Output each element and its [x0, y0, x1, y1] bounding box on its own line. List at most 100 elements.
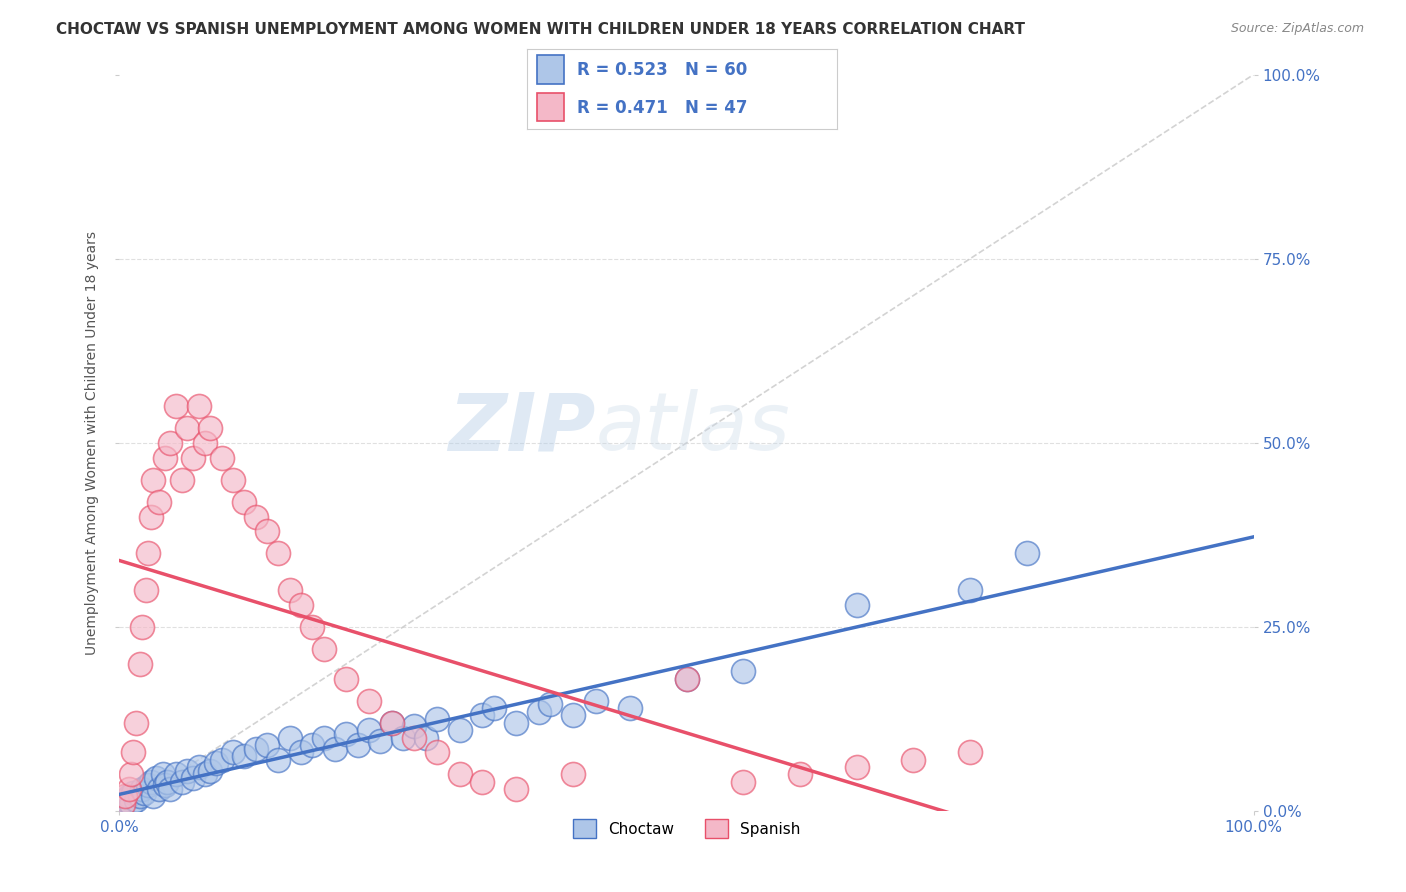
Point — [471, 708, 494, 723]
Point — [135, 583, 157, 598]
Point — [256, 738, 278, 752]
Point — [156, 774, 179, 789]
Point — [187, 399, 209, 413]
Legend: Choctaw, Spanish: Choctaw, Spanish — [567, 814, 806, 844]
Point — [111, 797, 134, 811]
Point — [159, 435, 181, 450]
Point — [619, 701, 641, 715]
Point — [245, 741, 267, 756]
Text: Source: ZipAtlas.com: Source: ZipAtlas.com — [1230, 22, 1364, 36]
Point — [312, 642, 335, 657]
Point — [176, 421, 198, 435]
Point — [181, 771, 204, 785]
Point — [233, 495, 256, 509]
Point — [733, 664, 755, 678]
Point — [198, 764, 221, 778]
Point — [845, 598, 868, 612]
Point — [142, 473, 165, 487]
Point — [153, 778, 176, 792]
Y-axis label: Unemployment Among Women with Children Under 18 years: Unemployment Among Women with Children U… — [86, 231, 100, 655]
Point — [335, 727, 357, 741]
Point — [482, 701, 505, 715]
Point — [267, 546, 290, 560]
Point — [733, 774, 755, 789]
Point — [211, 753, 233, 767]
Point — [789, 767, 811, 781]
Point — [562, 708, 585, 723]
Point — [426, 745, 449, 759]
Point — [346, 738, 368, 752]
Point — [538, 698, 561, 712]
Point — [233, 748, 256, 763]
Point — [301, 738, 323, 752]
Point — [145, 771, 167, 785]
Point — [170, 774, 193, 789]
Point — [131, 782, 153, 797]
Point — [357, 723, 380, 738]
Point — [136, 778, 159, 792]
Point — [471, 774, 494, 789]
Point — [278, 583, 301, 598]
Point — [562, 767, 585, 781]
Text: R = 0.471   N = 47: R = 0.471 N = 47 — [576, 99, 747, 117]
Point — [125, 715, 148, 730]
Point — [117, 789, 139, 804]
Point — [959, 583, 981, 598]
Point — [159, 782, 181, 797]
Bar — [537, 55, 564, 84]
Point — [222, 745, 245, 759]
Point — [128, 789, 150, 804]
Point — [505, 782, 527, 797]
Point — [193, 767, 215, 781]
Point — [153, 450, 176, 465]
Point — [426, 712, 449, 726]
Point — [136, 546, 159, 560]
Text: R = 0.523   N = 60: R = 0.523 N = 60 — [576, 61, 747, 78]
Point — [122, 786, 145, 800]
Point — [120, 767, 142, 781]
Point — [278, 731, 301, 745]
Point — [114, 793, 136, 807]
Point — [205, 756, 228, 771]
Point — [245, 509, 267, 524]
Point — [959, 745, 981, 759]
Point — [111, 797, 134, 811]
Point — [148, 495, 170, 509]
Point — [142, 789, 165, 804]
Point — [368, 734, 391, 748]
Point — [505, 715, 527, 730]
Text: ZIP: ZIP — [449, 389, 596, 467]
Point — [1015, 546, 1038, 560]
Point — [675, 672, 697, 686]
Point — [449, 767, 471, 781]
Point — [181, 450, 204, 465]
Point — [117, 782, 139, 797]
Point — [290, 745, 312, 759]
Point — [148, 782, 170, 797]
Point — [404, 731, 426, 745]
Point — [527, 705, 550, 719]
Point — [415, 731, 437, 745]
Point — [165, 399, 187, 413]
Point — [198, 421, 221, 435]
Point — [404, 719, 426, 733]
Point — [120, 797, 142, 811]
Point — [312, 731, 335, 745]
Point — [323, 741, 346, 756]
Point — [141, 509, 163, 524]
Point — [267, 753, 290, 767]
Point — [256, 524, 278, 539]
Point — [290, 598, 312, 612]
Point — [585, 694, 607, 708]
Point — [131, 620, 153, 634]
Point — [449, 723, 471, 738]
Point — [381, 715, 404, 730]
Point — [170, 473, 193, 487]
Point — [193, 435, 215, 450]
Point — [381, 715, 404, 730]
Bar — [537, 94, 564, 121]
Text: atlas: atlas — [596, 389, 790, 467]
Point — [176, 764, 198, 778]
Point — [128, 657, 150, 671]
Point — [211, 450, 233, 465]
